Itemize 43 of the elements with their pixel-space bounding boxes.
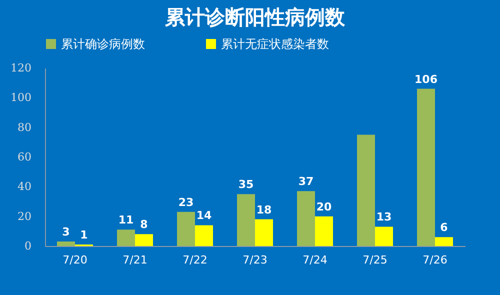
data-label: 13	[376, 210, 392, 224]
data-label: 14	[196, 209, 212, 222]
data-label: 8	[140, 218, 148, 232]
data-label: 106	[414, 72, 438, 86]
x-tick-label: 7/23	[242, 254, 268, 266]
data-label: 35	[238, 178, 254, 192]
data-label: 23	[178, 196, 194, 209]
x-tick-label: 7/25	[362, 254, 388, 266]
x-tick-label: 7/22	[182, 254, 208, 266]
bar	[315, 216, 333, 246]
data-label: 11	[118, 214, 134, 227]
chart-title: 累计诊断阳性病例数	[164, 5, 346, 29]
bar	[297, 191, 315, 246]
bar	[357, 134, 375, 246]
bar	[417, 88, 435, 246]
data-label: 3	[62, 226, 70, 239]
bar	[375, 226, 393, 246]
y-tick-label: 120	[10, 62, 32, 74]
y-tick-label: 60	[18, 150, 32, 164]
data-label: 1	[80, 228, 88, 242]
x-tick-label: 7/26	[422, 254, 448, 266]
bar	[237, 194, 255, 246]
x-tick-label: 7/20	[62, 254, 88, 266]
bar	[435, 237, 453, 246]
y-tick-label: 0	[24, 240, 32, 252]
bar	[135, 234, 153, 246]
data-label: 37	[298, 175, 314, 188]
y-tick-label: 100	[10, 91, 32, 104]
data-label: 6	[440, 221, 448, 234]
x-tick-label: 7/24	[302, 254, 328, 266]
legend-label: 累计确诊病例数	[61, 37, 145, 51]
legend-label: 累计无症状感染者数	[221, 37, 329, 51]
bar	[57, 242, 75, 246]
data-label: 18	[256, 203, 272, 216]
bar	[177, 212, 195, 246]
y-tick-label: 20	[18, 210, 32, 223]
y-tick-label: 80	[18, 120, 32, 134]
bar	[255, 219, 273, 246]
bar	[117, 230, 135, 246]
data-label: 20	[316, 200, 332, 214]
x-tick-label: 7/21	[122, 254, 148, 266]
y-tick-label: 40	[18, 180, 32, 194]
bar	[195, 225, 213, 246]
